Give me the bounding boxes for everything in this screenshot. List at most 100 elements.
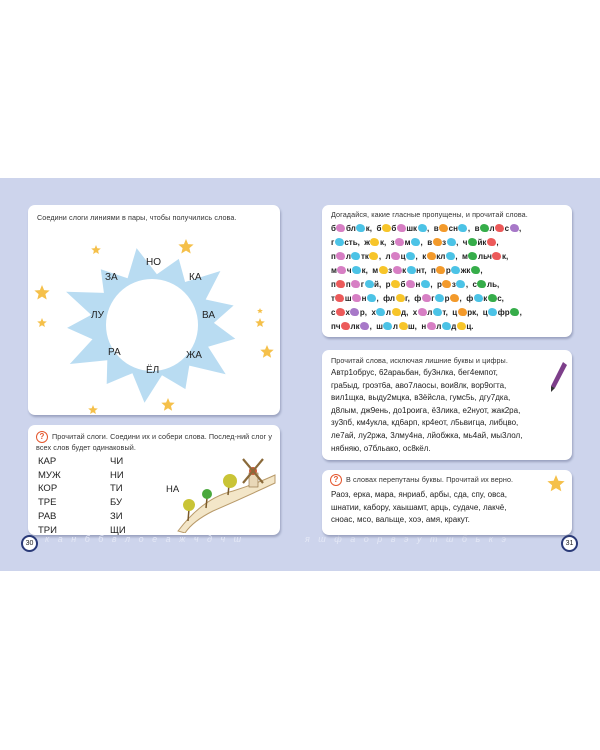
- right-task1-panel: Догадайся, какие гласные пропущены, и пр…: [322, 205, 572, 337]
- vowel-blob-pink: [417, 308, 427, 316]
- decorative-letters-right: я ш ф а о р в э у т ш б ь к э: [305, 534, 509, 544]
- letters: ,: [480, 266, 483, 275]
- syllable: ТРЕ: [38, 497, 57, 509]
- letters: д: [451, 322, 457, 331]
- vowel-blob-yellow: [391, 280, 401, 288]
- letters: н: [361, 294, 367, 303]
- vowel-blob-cyan: [473, 294, 483, 302]
- letters: п: [331, 252, 336, 261]
- vowel-blob-green: [467, 238, 477, 246]
- letters: т: [331, 294, 335, 303]
- vowel-blob-yellow: [378, 266, 388, 274]
- vowel-blob-cyan: [406, 266, 416, 274]
- letters: ,: [519, 224, 522, 233]
- vowel-blob-red: [335, 294, 345, 302]
- letters: г: [431, 294, 435, 303]
- right-task2-instruction: Прочитай слова, исключая лишние буквы и …: [331, 356, 508, 365]
- letters: лк: [350, 322, 360, 331]
- scrambled-words: Раоз, ерка, мара, янриаб, арбы, сда, спу…: [331, 489, 567, 527]
- word-line: Раоз, ерка, мара, янриаб, арбы, сда, спу…: [331, 490, 507, 499]
- vowel-blob-pink: [352, 294, 362, 302]
- vowel-blob-pink: [351, 280, 361, 288]
- vowel-blob-red: [340, 322, 350, 330]
- vowel-blob-red: [336, 280, 346, 288]
- letters: с,: [497, 294, 504, 303]
- star-icon: [257, 308, 263, 314]
- letters: шк: [406, 224, 418, 233]
- syllable: РАВ: [38, 510, 57, 522]
- vowel-blob-cyan: [334, 238, 344, 246]
- vowel-blob-pink: [421, 294, 431, 302]
- vowel-blob-cyan: [417, 224, 427, 232]
- vowel-blob-yellow: [398, 322, 408, 330]
- letters: нт, п: [416, 266, 436, 275]
- letters: льч: [477, 252, 492, 261]
- letters: сть, ж: [344, 238, 370, 247]
- letters: кл: [436, 252, 446, 261]
- syllable: БУ: [110, 497, 123, 509]
- last-syllable: НА: [166, 484, 180, 495]
- vowel-blob-green: [480, 224, 489, 232]
- vowel-blob-orange: [442, 280, 452, 288]
- vowel-blob-cyan: [383, 322, 393, 330]
- letters: ц.: [466, 322, 474, 331]
- letters: пч: [331, 322, 341, 331]
- letters: л: [489, 224, 495, 233]
- star-icon: [91, 245, 101, 254]
- star-icon: [88, 405, 98, 414]
- vowel-blob-cyan: [441, 322, 451, 330]
- right-task3-instruction: ? В словах перепутаны буквы. Прочитай их …: [330, 474, 513, 486]
- letters: з: [442, 238, 447, 247]
- letters: г: [360, 280, 365, 289]
- syllable: ЗИ: [110, 510, 123, 522]
- vowel-blob-cyan: [456, 280, 466, 288]
- letters: к, б: [365, 224, 382, 233]
- letters: , к: [415, 252, 427, 261]
- letters: , м: [455, 252, 468, 261]
- letters: л: [385, 308, 392, 317]
- star-icon: [260, 345, 274, 358]
- letters: п: [331, 280, 336, 289]
- letters: , с: [465, 280, 477, 289]
- question-icon: ?: [36, 431, 48, 443]
- star-icon: [547, 475, 565, 492]
- word-line: зу3пб, км4укла, кд6арп, кр4еот, л5ьвигца…: [331, 418, 519, 428]
- word-line: пч лк, ш л ш, н л д ц.: [331, 320, 565, 334]
- vowel-blob-pink: [426, 322, 436, 330]
- page-number-right: 31: [561, 535, 578, 552]
- sun-center: [106, 279, 198, 371]
- word-line: вил1щка, выду2мцка, в3ёйсла, гумс5ь, дгу…: [331, 393, 511, 403]
- letters: б: [391, 224, 397, 233]
- letters: йк: [477, 238, 487, 247]
- letters: ц: [400, 252, 406, 261]
- extra-letters-words: Автр1обрус, 62араьбан, бу3нлка, бег4емпо…: [331, 367, 567, 455]
- letters: г: [331, 238, 335, 247]
- left-task1-panel: Соедини слоги линиями в пары, чтобы полу…: [28, 205, 280, 415]
- syllable: ЛУ: [91, 310, 104, 321]
- vowel-blob-cyan: [376, 308, 386, 316]
- letters: к: [483, 294, 488, 303]
- word-line: с х р, х л д, х л т, ц рк, ц фр,: [331, 306, 565, 320]
- syllable: ТРИ: [38, 524, 57, 536]
- syllable: КОР: [38, 483, 58, 495]
- letters: д, х: [401, 308, 418, 317]
- vowel-blob-cyan: [352, 266, 362, 274]
- vowel-blob-red: [492, 252, 502, 260]
- letters: , в: [420, 238, 433, 247]
- vowel-blob-green: [468, 252, 478, 260]
- vowel-blob-yellow: [370, 238, 380, 246]
- letters: , р: [430, 280, 442, 289]
- vowel-blob-cyan: [446, 238, 456, 246]
- syllable: НИ: [110, 469, 124, 481]
- vowel-blob-cyan: [458, 224, 468, 232]
- syllable: КАР: [38, 456, 57, 467]
- vowel-blob-green: [487, 294, 497, 302]
- letters: й, р: [374, 280, 391, 289]
- vowel-blob-cyan: [411, 238, 421, 246]
- vowel-blob-cyan: [432, 308, 442, 316]
- star-icon: [255, 318, 265, 327]
- letters: ш, н: [408, 322, 427, 331]
- sun-illustration: [34, 239, 274, 414]
- star-icon: [161, 398, 175, 411]
